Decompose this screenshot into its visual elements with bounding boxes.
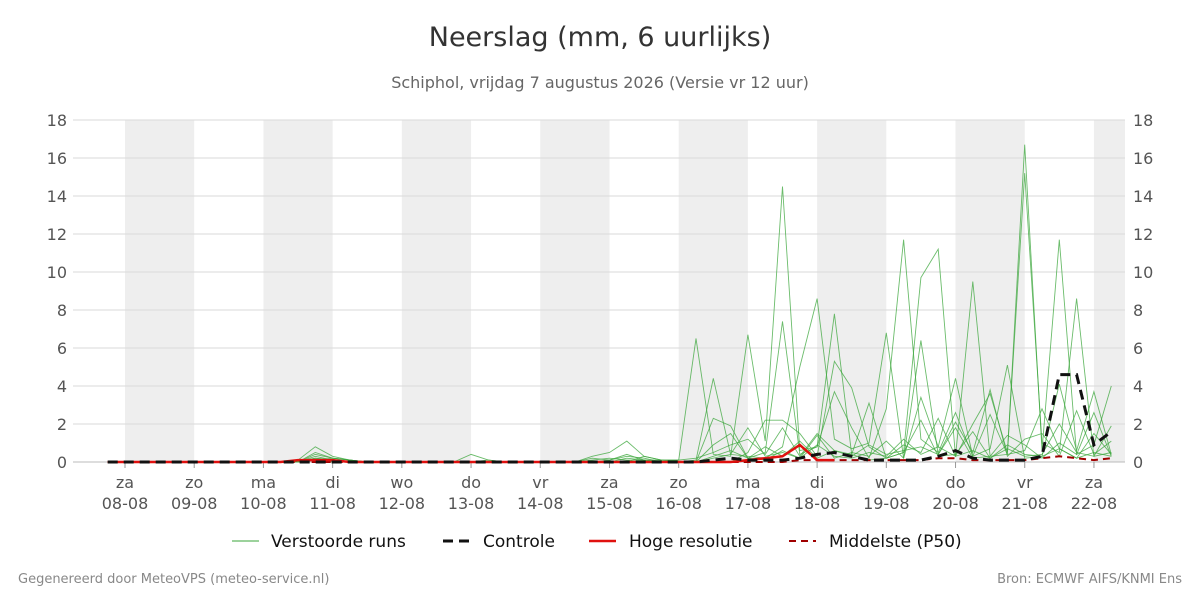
legend-median-label: Middelste (P50) xyxy=(829,532,962,552)
x-tick-day: wo xyxy=(875,473,898,492)
legend-control-label: Controle xyxy=(483,532,555,552)
y-tick-label-left: 0 xyxy=(57,453,67,472)
x-tick-day: vr xyxy=(532,473,548,492)
x-tick-day: wo xyxy=(390,473,413,492)
x-tick-date: 19-08 xyxy=(863,494,910,513)
legend-hires-label: Hoge resolutie xyxy=(629,532,753,552)
legend: Verstoorde runs Controle Hoge resolutie Mid… xyxy=(232,532,962,552)
x-tick-date: 09-08 xyxy=(171,494,218,513)
y-tick-label-left: 18 xyxy=(47,111,67,130)
y-axis-right: 0 2 4 6 8 10 12 14 16 18 xyxy=(1133,111,1153,472)
x-tick-day: do xyxy=(946,473,966,492)
x-tick-date: 12-08 xyxy=(379,494,426,513)
chart-subtitle: Schiphol, vrijdag 7 augustus 2026 (Versi… xyxy=(391,73,809,92)
x-tick-day: zo xyxy=(185,473,203,492)
x-tick-date: 14-08 xyxy=(517,494,564,513)
weekend-bands xyxy=(125,120,1125,462)
y-tick-label-right: 0 xyxy=(1133,453,1143,472)
y-tick-label-right: 10 xyxy=(1133,263,1153,282)
y-tick-label-right: 14 xyxy=(1133,187,1153,206)
x-tick-date: 21-08 xyxy=(1001,494,1048,513)
x-tick-day: za xyxy=(600,473,618,492)
x-axis: za 08-08 zo 09-08 ma 10-08 di 11-08 wo 12-08 do 13-… xyxy=(102,462,1117,513)
x-tick-date: 22-08 xyxy=(1071,494,1118,513)
x-tick-day: do xyxy=(461,473,481,492)
x-tick-date: 15-08 xyxy=(586,494,633,513)
y-tick-label-right: 12 xyxy=(1133,225,1153,244)
x-tick-day: zo xyxy=(670,473,688,492)
y-axis-left: 0 2 4 6 8 10 12 14 16 18 xyxy=(47,111,67,472)
weekend-band xyxy=(1093,120,1125,462)
footer-generated-by: Gegenereerd door MeteoVPS (meteo-service… xyxy=(18,572,330,587)
legend-ensemble-label: Verstoorde runs xyxy=(271,532,406,552)
x-tick-day: di xyxy=(810,473,825,492)
y-tick-label-left: 6 xyxy=(57,339,67,358)
weekend-band xyxy=(263,120,333,462)
y-tick-label-right: 18 xyxy=(1133,111,1153,130)
y-tick-label-left: 12 xyxy=(47,225,67,244)
x-tick-date: 16-08 xyxy=(655,494,702,513)
weekend-band xyxy=(678,120,748,462)
y-tick-label-left: 14 xyxy=(47,187,67,206)
x-tick-date: 18-08 xyxy=(794,494,841,513)
y-tick-label-right: 16 xyxy=(1133,149,1153,168)
y-tick-label-left: 10 xyxy=(47,263,67,282)
weekend-band xyxy=(125,120,195,462)
x-tick-date: 10-08 xyxy=(240,494,287,513)
x-tick-day: vr xyxy=(1017,473,1033,492)
chart-title: Neerslag (mm, 6 uurlijks) xyxy=(428,22,772,53)
y-tick-label-left: 2 xyxy=(57,415,67,434)
x-tick-date: 17-08 xyxy=(725,494,772,513)
y-tick-label-left: 4 xyxy=(57,377,67,396)
y-tick-label-right: 4 xyxy=(1133,377,1143,396)
y-tick-label-left: 8 xyxy=(57,301,67,320)
grid-lines xyxy=(73,119,1125,463)
series-layer xyxy=(107,144,1113,464)
weekend-band xyxy=(401,120,472,462)
x-tick-day: ma xyxy=(251,473,276,492)
weekend-band xyxy=(540,120,610,462)
y-tick-label-right: 2 xyxy=(1133,415,1143,434)
y-tick-label-right: 8 xyxy=(1133,301,1143,320)
weekend-band xyxy=(955,120,1025,462)
x-tick-day: za xyxy=(116,473,134,492)
x-tick-day: di xyxy=(325,473,340,492)
footer-source: Bron: ECMWF AIFS/KNMI Ens xyxy=(997,572,1182,587)
x-tick-date: 11-08 xyxy=(309,494,356,513)
x-tick-date: 08-08 xyxy=(102,494,149,513)
y-tick-label-left: 16 xyxy=(47,149,67,168)
x-tick-day: za xyxy=(1085,473,1103,492)
x-tick-day: ma xyxy=(735,473,760,492)
x-tick-date: 20-08 xyxy=(932,494,979,513)
y-tick-label-right: 6 xyxy=(1133,339,1143,358)
weekend-band xyxy=(817,120,887,462)
x-tick-date: 13-08 xyxy=(448,494,495,513)
control-line xyxy=(107,373,1113,464)
